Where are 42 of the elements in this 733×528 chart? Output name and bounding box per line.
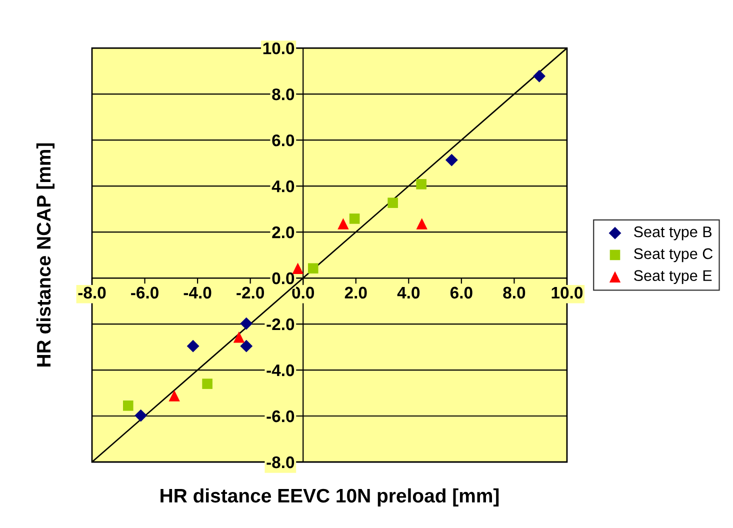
x-tick-label: 2.0 (344, 286, 367, 299)
point (388, 198, 398, 208)
x-tick-label: 4.0 (397, 286, 420, 299)
point (416, 218, 428, 230)
point (338, 218, 349, 230)
y-tick-label: 10.0 (263, 42, 294, 54)
point (349, 214, 360, 224)
point (168, 390, 180, 402)
x-tick-label: -8.0 (78, 286, 106, 299)
x-tick-label: 0.0 (292, 286, 314, 299)
y-tick-label: -4.0 (266, 364, 294, 376)
y-tick-label: -8.0 (266, 456, 294, 468)
y-tick-label: -2.0 (266, 318, 294, 330)
legend-label: Seat type E (634, 270, 712, 284)
x-axis-title: HR distance EEVC 10N preload [mm] (160, 488, 499, 506)
y-tick-label: 8.0 (272, 88, 294, 100)
point (233, 332, 245, 343)
y-tick-label: -6.0 (266, 410, 294, 422)
point (416, 179, 426, 190)
point (445, 154, 458, 166)
x-tick-label: 8.0 (503, 286, 526, 299)
x-tick-label: -2.0 (236, 286, 264, 299)
legend-label: Seat type C (634, 248, 713, 262)
point (134, 409, 148, 422)
y-tick-label: 6.0 (272, 134, 294, 146)
x-tick-label: -6.0 (131, 286, 158, 299)
x-tick-label: -4.0 (184, 286, 212, 299)
point (122, 400, 134, 411)
point (202, 378, 212, 389)
y-axis-title: HR distance NCAP [mm] (36, 143, 55, 366)
y-tick-label: 4.0 (272, 180, 294, 192)
y-tick-label: 2.0 (272, 226, 294, 238)
x-tick-label: 10.0 (552, 286, 583, 299)
legend-label: Seat type B (634, 226, 712, 240)
y-tick-label: 0.0 (272, 272, 294, 284)
point (292, 262, 304, 274)
point (240, 340, 253, 352)
point (240, 317, 253, 330)
point (186, 340, 200, 352)
point (308, 263, 318, 274)
point (533, 70, 546, 82)
x-tick-label: 6.0 (450, 286, 472, 299)
